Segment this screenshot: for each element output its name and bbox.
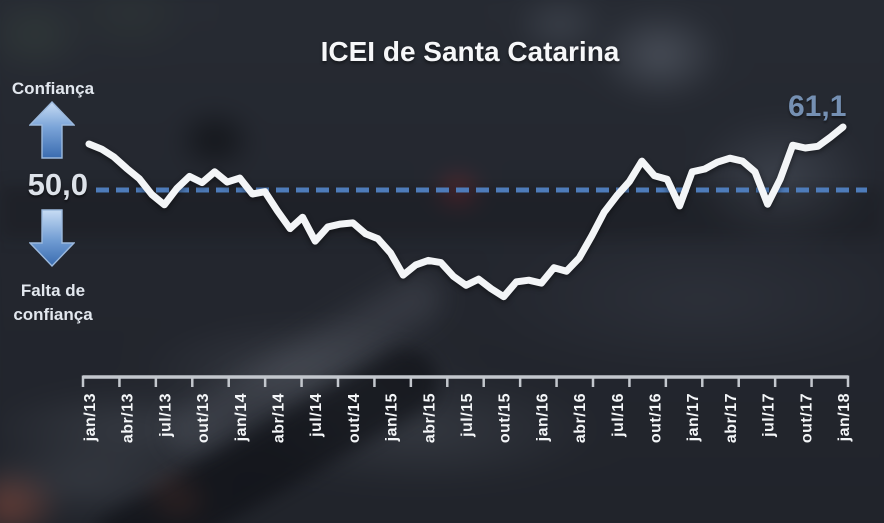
x-tick-label: jan/18 <box>836 393 853 442</box>
x-tick-label: abr/16 <box>572 393 589 443</box>
x-tick-label: abr/17 <box>723 393 740 443</box>
x-tick-label: out/14 <box>346 393 363 443</box>
no-confidence-label-line2: confiança <box>13 305 93 324</box>
x-tick-label: out/15 <box>497 393 514 443</box>
no-confidence-down-arrow-icon <box>29 209 75 267</box>
x-tick-label: jan/16 <box>534 393 551 442</box>
x-tick-label: jul/13 <box>157 393 174 438</box>
x-tick-label: abr/15 <box>421 393 438 443</box>
x-tick-label: jan/13 <box>82 393 99 442</box>
confidence-up-arrow-icon <box>29 101 75 159</box>
x-tick-label: jul/16 <box>610 393 627 438</box>
no-confidence-label-line1: Falta de <box>20 281 86 300</box>
x-tick-label: abr/14 <box>271 393 288 443</box>
no-confidence-label: Falta de confiança <box>0 279 106 327</box>
last-value-label: 61,1 <box>788 90 847 123</box>
x-tick-label: jan/17 <box>685 393 702 442</box>
x-tick-label: jul/15 <box>459 393 476 438</box>
x-tick-label: jul/17 <box>761 393 778 438</box>
x-tick-label: out/16 <box>648 393 665 443</box>
icei-series-line <box>85 123 847 301</box>
x-tick-label: abr/13 <box>120 393 137 443</box>
x-tick-label: jan/14 <box>233 393 250 442</box>
x-tick-label: out/13 <box>195 393 212 443</box>
chart-title: ICEI de Santa Catarina <box>320 36 620 67</box>
x-tick-label: jan/15 <box>384 393 401 442</box>
reference-value-label: 50,0 <box>27 167 88 202</box>
x-tick-label: out/17 <box>798 393 815 443</box>
x-axis-tick-labels: jan/13 abr/13 jul/13 out/13 jan/14 abr/14 jul/… <box>82 393 853 443</box>
background-dark-band <box>0 186 884 238</box>
confidence-label: Confiança <box>11 79 95 98</box>
x-axis <box>81 375 850 387</box>
x-tick-label: jul/14 <box>308 393 325 438</box>
